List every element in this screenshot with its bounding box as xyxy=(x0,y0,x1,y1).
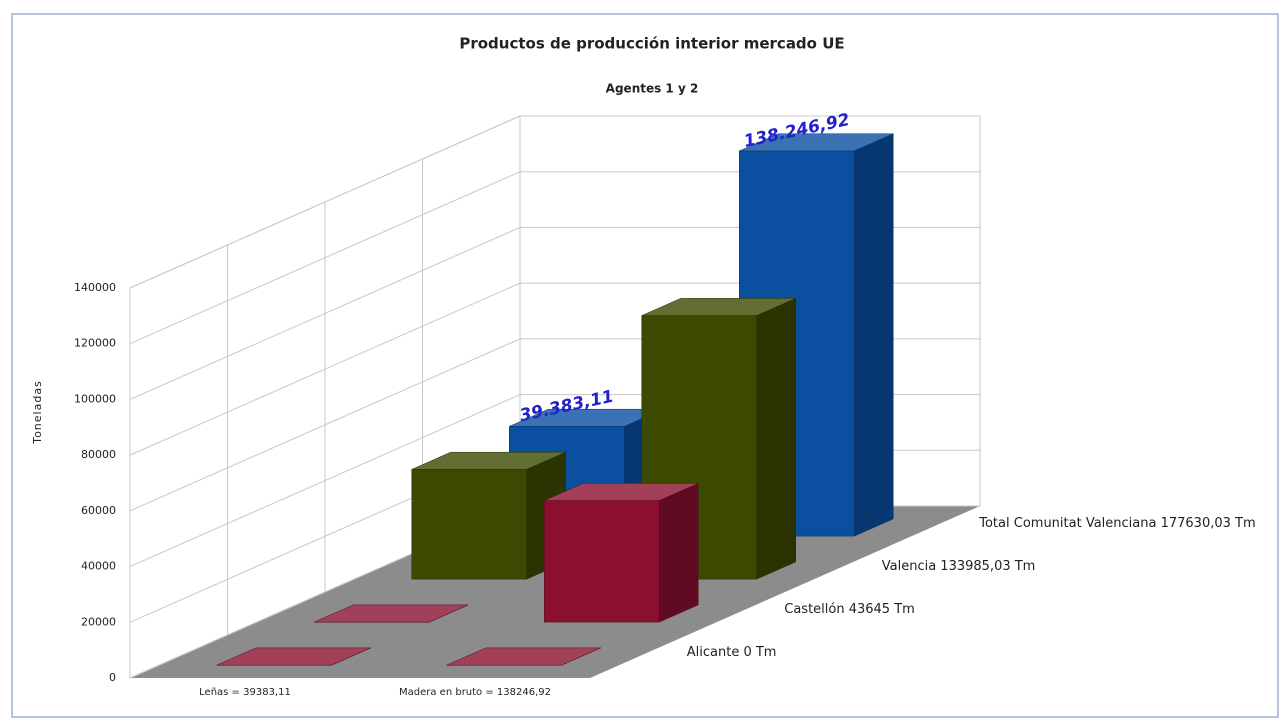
bar-front xyxy=(544,500,660,623)
y-tick-label: 20000 xyxy=(81,615,116,628)
chart-subtitle: Agentes 1 y 2 xyxy=(606,82,699,96)
y-axis-label: Toneladas xyxy=(31,380,44,445)
y-tick-label: 80000 xyxy=(81,448,116,461)
bar xyxy=(216,647,371,666)
series-label: Valencia 133985,03 Tm xyxy=(882,559,1036,574)
grid-line xyxy=(129,115,980,289)
series-label: Castellón 43645 Tm xyxy=(784,602,915,617)
series-label: Alicante 0 Tm xyxy=(687,645,777,660)
y-tick-label: 60000 xyxy=(81,504,116,517)
bar-top xyxy=(314,604,469,623)
bar-top xyxy=(544,483,699,501)
y-tick-label: 140000 xyxy=(74,281,116,294)
bar xyxy=(411,451,566,580)
bar-top xyxy=(739,133,894,152)
y-tick-label: 0 xyxy=(109,671,116,684)
bar-front xyxy=(411,469,527,580)
y-tick-label: 40000 xyxy=(81,560,116,573)
series-label: Total Comunitat Valenciana 177630,03 Tm xyxy=(978,516,1255,531)
chart-title: Productos de producción interior mercado… xyxy=(459,35,844,53)
y-tick-label: 100000 xyxy=(74,392,116,405)
bar xyxy=(446,647,601,666)
bar-side xyxy=(854,133,894,537)
bar-top xyxy=(446,647,601,666)
bar-side xyxy=(659,482,699,623)
bar-top xyxy=(641,298,796,316)
x-tick-label: Madera en bruto = 138246,92 xyxy=(399,687,551,698)
y-tick-label: 120000 xyxy=(74,337,116,350)
bar-top xyxy=(411,451,566,470)
bar xyxy=(544,482,699,623)
bar-top xyxy=(216,647,371,666)
x-tick-label: Leñas = 39383,11 xyxy=(199,687,291,698)
bar xyxy=(314,604,469,623)
bar-side xyxy=(756,297,796,580)
